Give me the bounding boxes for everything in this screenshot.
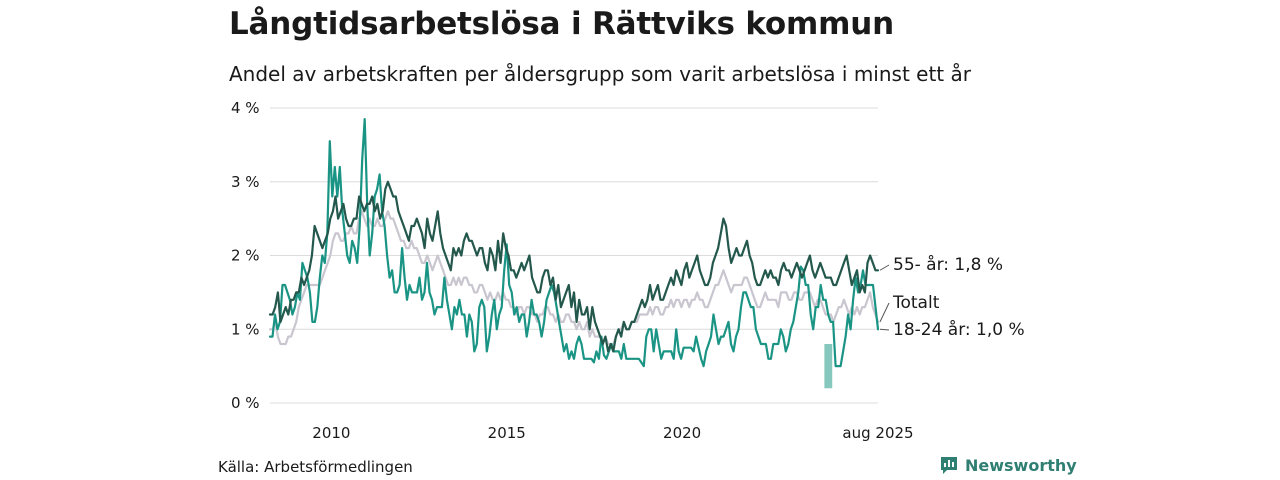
line-total xyxy=(268,210,880,346)
y-tick-label: 3 % xyxy=(231,173,260,191)
end-label: Totalt xyxy=(892,293,940,313)
x-tick-label: aug 2025 xyxy=(842,424,913,442)
y-tick-label: 2 % xyxy=(231,247,260,265)
x-tick-label: 2015 xyxy=(488,424,526,442)
x-tick-label: 2020 xyxy=(663,424,701,442)
end-label: 18-24 år: 1,0 % xyxy=(893,319,1025,340)
end-label: 55- år: 1,8 % xyxy=(893,254,1003,275)
end-label-leader xyxy=(879,264,890,271)
source-note: Källa: Arbetsförmedlingen xyxy=(218,458,413,476)
chart-subtitle: Andel av arbetskraften per åldersgrupp s… xyxy=(229,62,971,86)
x-tick-label: 2010 xyxy=(312,424,350,442)
line-18-24 xyxy=(268,117,880,368)
end-label-leader xyxy=(879,328,890,331)
y-tick-label: 4 % xyxy=(231,99,260,117)
y-tick-label: 0 % xyxy=(231,394,260,412)
y-tick-label: 1 % xyxy=(231,320,260,338)
newsworthy-logo[interactable]: Newsworthy xyxy=(939,455,1077,475)
end-label-leader xyxy=(879,302,890,323)
newsworthy-icon xyxy=(941,457,957,474)
chart-title: Långtidsarbetslösa i Rättviks kommun xyxy=(229,6,894,42)
line-55 xyxy=(268,180,880,353)
brand-name: Newsworthy xyxy=(965,455,1077,475)
band-18-24 xyxy=(824,344,833,389)
